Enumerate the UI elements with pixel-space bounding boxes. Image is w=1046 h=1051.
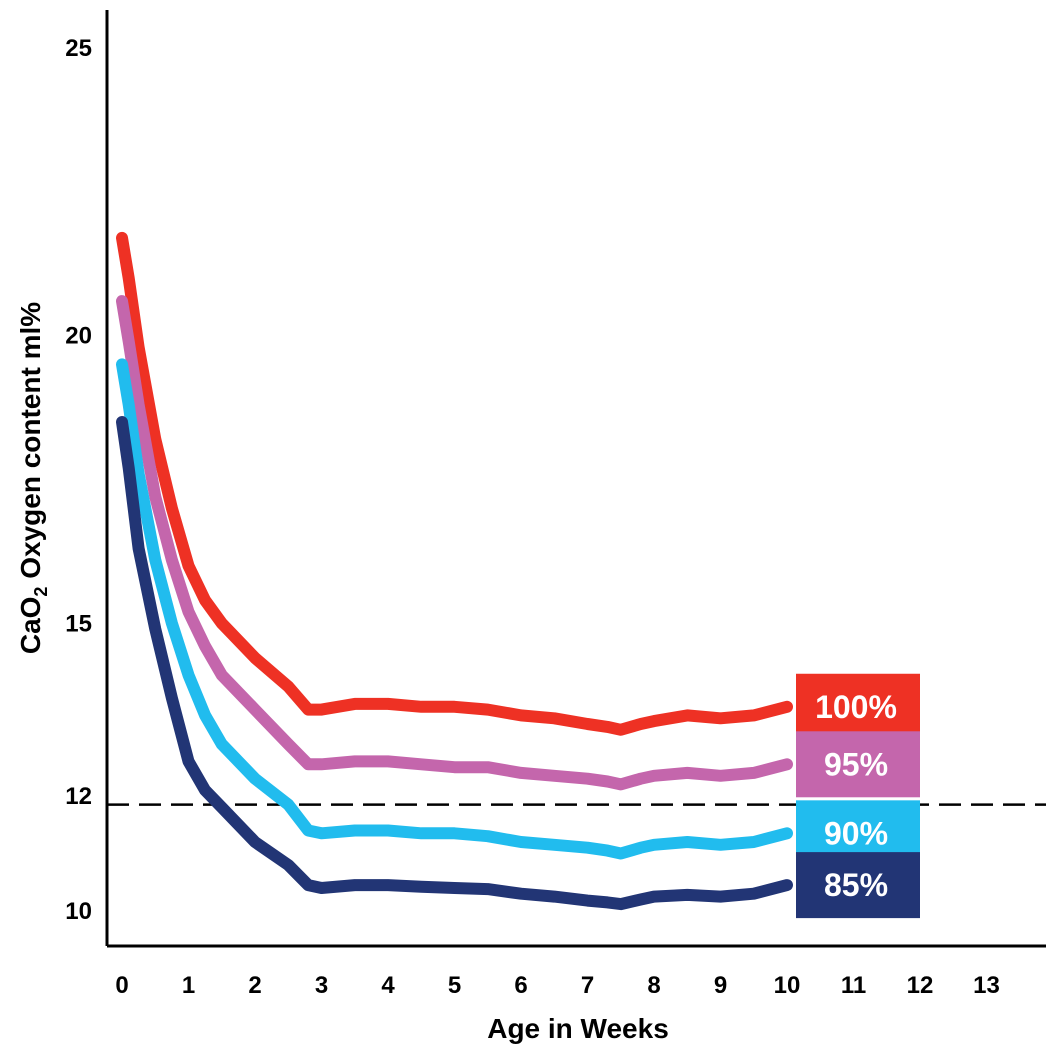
y-axis-title-subscript: 2 — [31, 587, 51, 597]
x-tick-label: 7 — [581, 972, 594, 999]
series-line-0 — [116, 231, 793, 736]
series-label-text: 100% — [815, 689, 897, 725]
y-tick-label: 12 — [65, 783, 92, 810]
x-tick-label: 1 — [182, 972, 195, 999]
x-tick-label: 8 — [647, 972, 660, 999]
series-label-1: 95% — [796, 731, 920, 798]
y-axis-title-prefix: CaO — [15, 597, 46, 655]
series-label-3: 85% — [796, 852, 920, 919]
x-tick-label: 9 — [714, 972, 727, 999]
series-label-box — [796, 731, 920, 798]
x-tick-label: 0 — [115, 972, 128, 999]
x-tick-label: 12 — [907, 972, 934, 999]
y-tick-label: 20 — [65, 323, 92, 350]
series-label-text: 90% — [824, 815, 888, 851]
x-tick-label: 13 — [973, 972, 1000, 999]
x-tick-label: 3 — [315, 972, 328, 999]
x-tick-label: 4 — [381, 972, 395, 999]
series-label-box — [796, 673, 920, 740]
x-axis-title: Age in Weeks — [487, 1013, 669, 1044]
series-label-text: 85% — [824, 867, 888, 903]
y-tick-label: 15 — [65, 610, 92, 637]
x-tick-labels: 0 1 2 3 4 5 6 7 8 9 10 11 12 13 — [115, 972, 1000, 999]
x-tick-label: 5 — [448, 972, 461, 999]
series-label-text: 95% — [824, 746, 888, 782]
y-axis-title: CaO2 Oxygen content ml% — [15, 302, 51, 654]
axes — [105, 10, 1046, 948]
x-tick-label: 2 — [248, 972, 261, 999]
y-tick-label: 25 — [65, 35, 92, 62]
x-tick-label: 10 — [774, 972, 801, 999]
series-labels: 100% 95% 90% 85% — [796, 673, 920, 919]
y-axis-title-suffix: Oxygen content ml% — [15, 302, 46, 587]
y-tick-labels: 10 12 15 20 25 — [65, 35, 92, 925]
series-line-3 — [116, 416, 793, 911]
x-tick-label: 11 — [841, 972, 866, 999]
series-line-1 — [116, 295, 793, 791]
y-tick-label: 10 — [65, 898, 92, 925]
x-tick-label: 6 — [514, 972, 527, 999]
series-label-0: 100% — [796, 673, 920, 740]
series-line-2 — [116, 358, 793, 860]
series-lines — [116, 231, 793, 911]
series-label-box — [796, 852, 920, 919]
